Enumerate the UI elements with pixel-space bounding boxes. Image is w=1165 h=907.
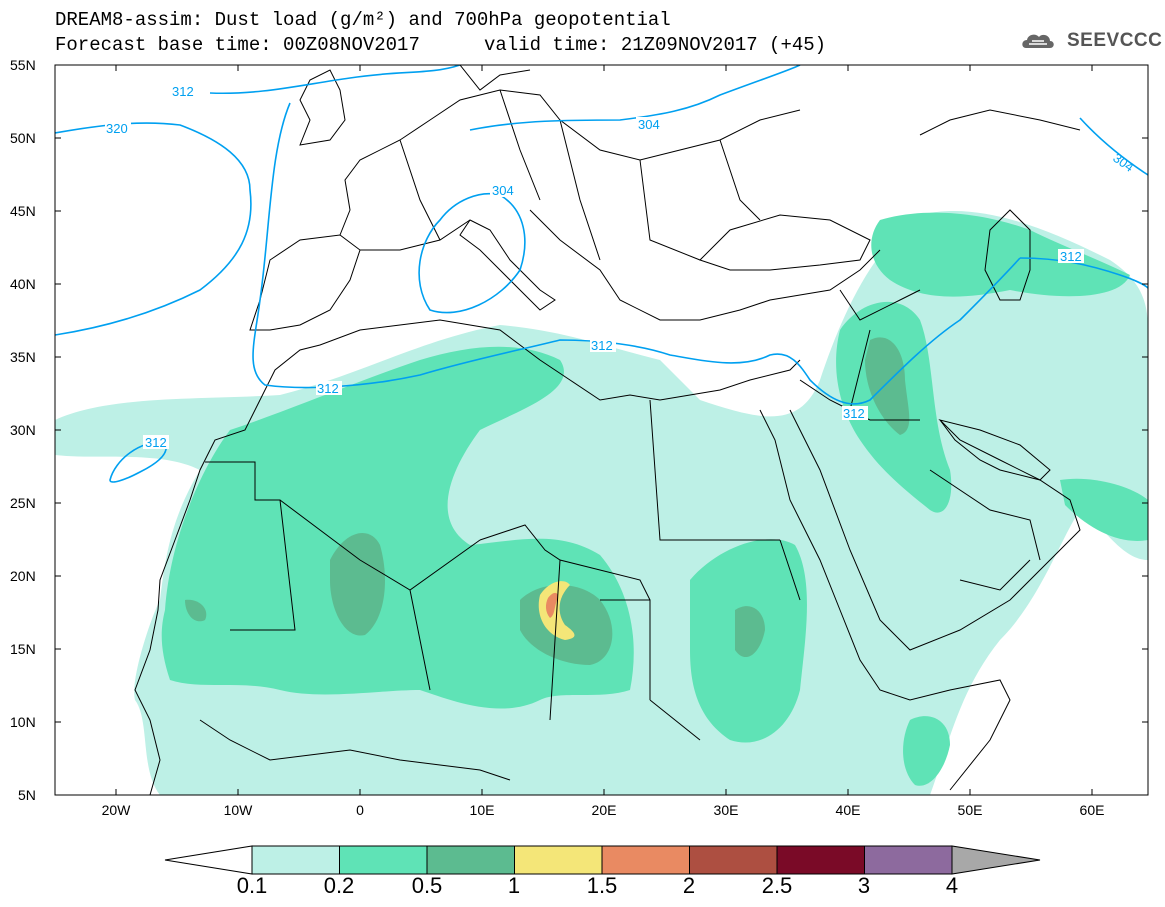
lon-label-60e: 60E bbox=[1079, 802, 1105, 818]
lat-label-30n: 30N bbox=[10, 422, 36, 438]
colorbar-label: 2.5 bbox=[761, 873, 793, 898]
lon-label-20w: 20W bbox=[101, 802, 131, 818]
lon-label-50e: 50E bbox=[957, 802, 983, 818]
colorbar-label: 3 bbox=[857, 873, 871, 898]
geopotential-contours bbox=[55, 65, 1148, 483]
axis-ticks bbox=[55, 64, 1148, 796]
borders-europe bbox=[360, 89, 761, 261]
coastline-italy bbox=[459, 219, 556, 311]
lat-label-15n: 15N bbox=[10, 641, 36, 657]
contour-label-304-east: 304 bbox=[1110, 150, 1136, 175]
contour-label-312-mideast: 312 bbox=[843, 406, 865, 421]
dust-shading bbox=[55, 211, 1148, 795]
dust-region-medium-somalia bbox=[903, 716, 950, 786]
contour-320-circle bbox=[55, 122, 252, 336]
colorbar-swatch bbox=[689, 845, 778, 875]
colorbar-label: 1.5 bbox=[586, 873, 618, 898]
lon-label-40e: 40E bbox=[835, 802, 861, 818]
colorbar-label: 2 bbox=[682, 873, 696, 898]
contour-label-312-canary: 312 bbox=[145, 435, 167, 450]
coastline-russia-north bbox=[919, 109, 1081, 136]
dust-region-max bbox=[545, 592, 558, 618]
lat-label-35n: 35N bbox=[10, 349, 36, 365]
contour-312-main bbox=[252, 102, 1021, 405]
dust-region-dark-mauritania bbox=[185, 599, 207, 622]
colorbar-label: 0.2 bbox=[323, 873, 355, 898]
contour-312-canary bbox=[109, 441, 167, 483]
lat-label-20n: 20N bbox=[10, 568, 36, 584]
colorbar-label: 0.1 bbox=[236, 873, 268, 898]
colorbar-label: 4 bbox=[945, 873, 959, 898]
dust-region-dark-sudan bbox=[735, 606, 765, 658]
lat-label-55n: 55N bbox=[10, 57, 36, 73]
logo-text: SEEVCCC bbox=[1067, 30, 1163, 51]
colorbar-label: 1 bbox=[507, 873, 521, 898]
contour-label-312-north: 312 bbox=[172, 84, 194, 99]
lon-label-0: 0 bbox=[356, 802, 364, 818]
dust-region-medium-arabia bbox=[1060, 478, 1148, 541]
lat-label-10n: 10N bbox=[10, 714, 36, 730]
dust-region-dark-iraq bbox=[865, 337, 910, 435]
lon-label-20e: 20E bbox=[591, 802, 617, 818]
coastline-persian-gulf bbox=[938, 419, 1051, 481]
contour-label-312-west: 312 bbox=[317, 381, 339, 396]
coastline-balkans bbox=[529, 209, 881, 321]
dust-region-dark-mali bbox=[330, 533, 385, 636]
coastline-black-sea bbox=[699, 214, 871, 271]
colorbar bbox=[164, 845, 1041, 875]
colorbar-swatch bbox=[776, 845, 865, 875]
contour-304-north bbox=[469, 65, 801, 131]
coastlines bbox=[134, 65, 1081, 795]
lon-label-10e: 10E bbox=[469, 802, 495, 818]
lat-label-45n: 45N bbox=[10, 203, 36, 219]
coastline-guinea bbox=[199, 719, 511, 781]
colorbar-swatch bbox=[339, 845, 428, 875]
dust-region-medium-west bbox=[161, 346, 634, 709]
coastline-europe bbox=[339, 89, 801, 236]
contour-304-italy bbox=[418, 193, 526, 314]
coastline-africa bbox=[134, 319, 801, 795]
colorbar-high-arrow bbox=[951, 845, 1041, 875]
valid-time: valid time: 21Z09NOV2017 (+45) bbox=[484, 34, 827, 56]
borders-africa bbox=[205, 399, 801, 741]
colorbar-label: 0.5 bbox=[411, 873, 443, 898]
lon-label-30e: 30E bbox=[713, 802, 739, 818]
coastline-scandinavia bbox=[459, 65, 531, 91]
coastline-uk bbox=[299, 69, 346, 146]
coastline-red-sea-west bbox=[759, 409, 1011, 791]
colorbar-swatch bbox=[426, 845, 515, 875]
coastline-arabia bbox=[789, 409, 1081, 651]
lon-label-10w: 10W bbox=[223, 802, 253, 818]
lat-label-50n: 50N bbox=[10, 130, 36, 146]
lat-label-25n: 25N bbox=[10, 495, 36, 511]
contour-312-north bbox=[209, 65, 461, 95]
coastline-caspian bbox=[984, 209, 1031, 301]
seevccc-cloud-logo-icon bbox=[1022, 34, 1054, 48]
colorbar-swatch bbox=[601, 845, 690, 875]
contour-304-east bbox=[1079, 117, 1148, 176]
colorbar-swatch bbox=[514, 845, 603, 875]
map-title: DREAM8-assim: Dust load (g/m²) and 700hP… bbox=[55, 9, 671, 31]
contour-label-312-east: 312 bbox=[1060, 249, 1082, 264]
contour-label-304-italy: 304 bbox=[492, 183, 514, 198]
colorbar-swatch bbox=[251, 845, 340, 875]
lat-label-5n: 5N bbox=[18, 787, 36, 803]
contour-label-320: 320 bbox=[106, 121, 128, 136]
colorbar-low-arrow bbox=[164, 845, 253, 875]
dust-region-medium-caucasus bbox=[871, 212, 1130, 297]
lat-label-40n: 40N bbox=[10, 276, 36, 292]
contour-label-304-north: 304 bbox=[638, 117, 660, 132]
forecast-base-time: Forecast base time: 00Z08NOV2017 bbox=[55, 34, 420, 56]
contour-label-312-med: 312 bbox=[591, 338, 613, 353]
colorbar-swatch bbox=[864, 845, 953, 875]
contour-labels: 312 320 304 304 304 312 312 312 312 312 bbox=[105, 84, 1137, 450]
